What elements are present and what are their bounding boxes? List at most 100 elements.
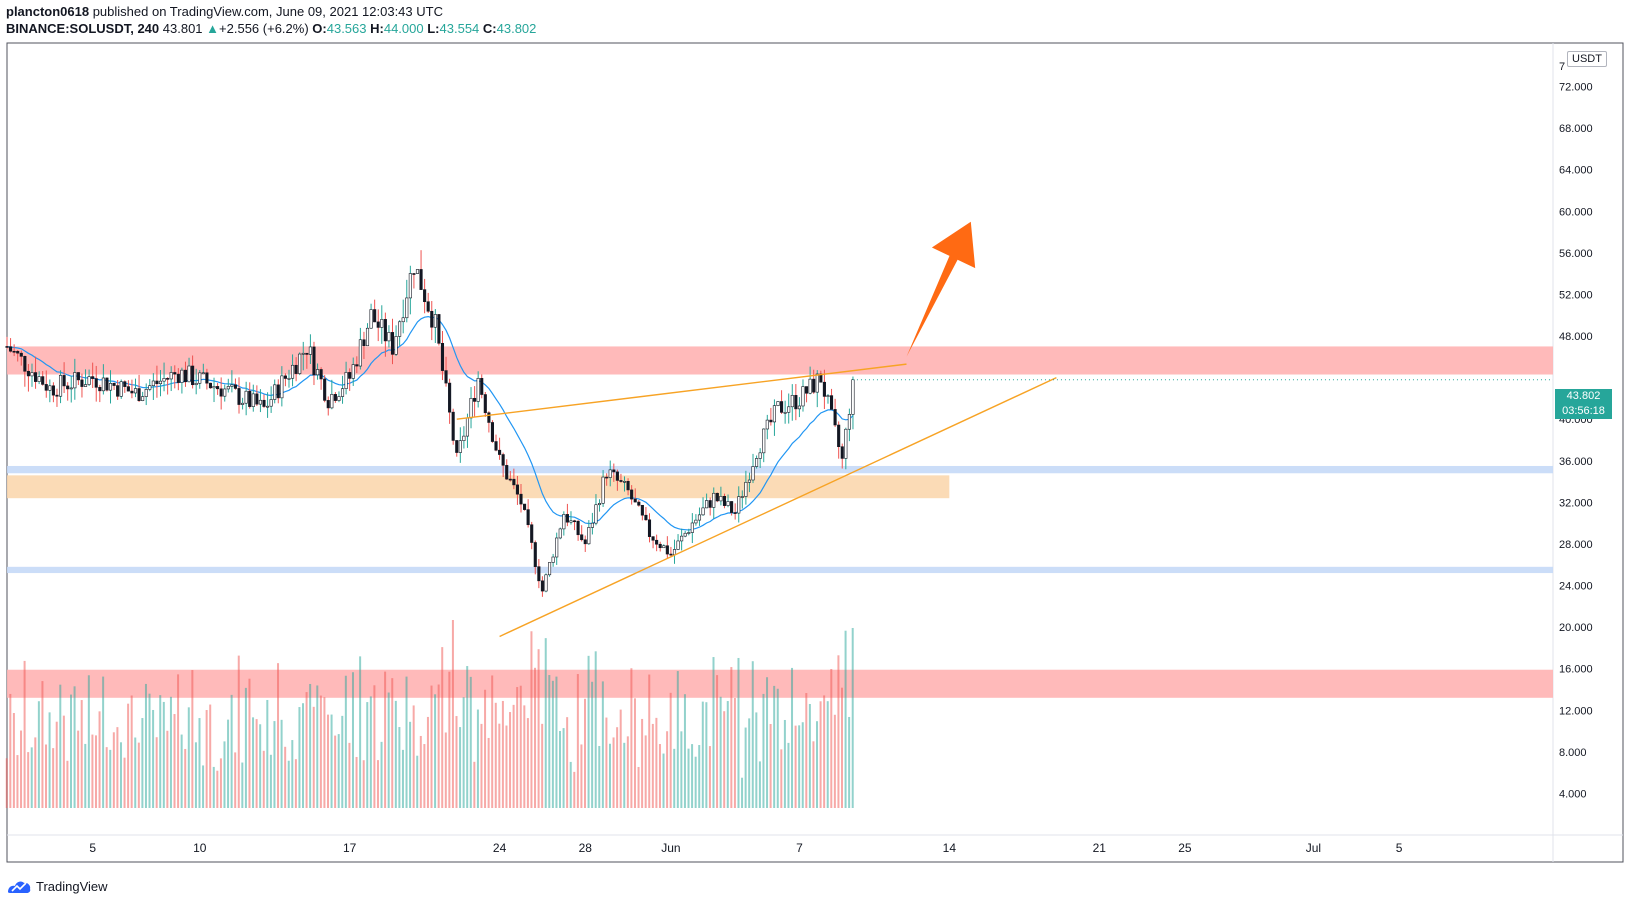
volume-bar (791, 667, 794, 808)
candle-body (726, 501, 730, 506)
candle-body (672, 549, 677, 555)
volume-bar (651, 723, 654, 808)
volume-bar (159, 695, 162, 808)
volume-bar (812, 741, 815, 808)
y-tick-label-11: 24.000 (1559, 581, 1593, 593)
candle-body (41, 376, 45, 385)
volume-bar (202, 765, 205, 808)
volume-bar (373, 685, 376, 808)
candle-body (548, 562, 552, 576)
candle-body (212, 386, 216, 389)
price-change: +2.556 (+6.2%) (219, 21, 309, 36)
candle-body (315, 369, 320, 376)
volume-bar (9, 693, 12, 808)
candle-body (562, 514, 566, 530)
volume-bar (544, 638, 547, 808)
volume-bar (409, 721, 412, 808)
candle-body (797, 405, 801, 410)
volume-bar (426, 716, 429, 808)
candle-body (583, 539, 587, 545)
volume-bar (808, 703, 811, 808)
candle-body (162, 378, 166, 382)
volume-bar (284, 746, 287, 808)
candle-body (108, 383, 113, 391)
candle-body (255, 393, 259, 405)
tradingview-footer[interactable]: TradingView (6, 878, 108, 894)
candle-body (230, 384, 234, 387)
volume-bar (348, 742, 351, 808)
volume-bar (127, 703, 130, 808)
candle-body (387, 332, 391, 342)
volume-bar (501, 700, 504, 808)
volume-bar (605, 717, 608, 808)
volume-bar (601, 681, 604, 808)
volume-bar (116, 727, 119, 808)
candle-body (433, 314, 437, 328)
x-tick-label-11: 5 (1396, 841, 1403, 855)
candle-body (808, 378, 812, 394)
candle-body (258, 399, 262, 405)
x-tick-label-8: 21 (1093, 841, 1107, 855)
candle-body (772, 405, 776, 423)
volume-bar (751, 661, 754, 808)
x-tick-label-9: 25 (1178, 841, 1192, 855)
currency-label[interactable]: USDT (1567, 51, 1607, 67)
candle-body (244, 390, 248, 404)
support-zone-1 (7, 465, 1553, 474)
volume-bar (783, 719, 786, 808)
volume-bar (519, 685, 522, 808)
candle-body (812, 378, 816, 393)
volume-bar (59, 684, 62, 808)
volume-bar (269, 754, 272, 808)
volume-bar (355, 756, 358, 808)
volume-bar (166, 730, 169, 808)
volume-bar (462, 697, 465, 808)
volume-bar (112, 732, 115, 808)
volume-bar (223, 741, 226, 808)
bullish-arrow (906, 221, 976, 357)
candle-body (544, 574, 548, 592)
volume-bar (841, 687, 843, 808)
volume-bar (512, 704, 515, 808)
volume-bar (316, 685, 319, 808)
candle-body (280, 375, 284, 399)
candle-body (48, 385, 52, 391)
candle-body (301, 352, 305, 355)
volume-bar (30, 747, 33, 808)
candle-body (448, 382, 452, 413)
candle-body (669, 553, 673, 556)
y-tick-label-16: 4.000 (1559, 788, 1587, 800)
last-price: 43.801 (162, 21, 203, 36)
candle-body (112, 383, 116, 386)
volume-bar (244, 687, 247, 808)
volume-bar (569, 761, 572, 808)
volume-bar (848, 716, 851, 808)
candle-body (269, 399, 273, 407)
author-name[interactable]: plancton0618 (6, 4, 90, 19)
candle-body (555, 537, 559, 558)
candle-body (751, 466, 755, 481)
volume-bar (676, 671, 679, 808)
volume-bar (648, 674, 651, 808)
low-label: L: (427, 21, 440, 36)
volume-bar (405, 676, 408, 808)
candle-body (498, 449, 502, 455)
volume-bar (805, 693, 808, 808)
volume-bar (359, 656, 362, 808)
candle-body (123, 381, 127, 387)
volume-bar (119, 742, 122, 808)
candle-body (148, 385, 152, 390)
volume-bar (766, 677, 769, 808)
volume-bar (580, 744, 583, 808)
candle-body (837, 424, 841, 447)
candle-body (633, 498, 637, 503)
candle-body (465, 417, 470, 437)
candle-body (237, 388, 241, 405)
trendline-1 (499, 376, 1057, 638)
volume-bar (20, 730, 23, 808)
candle-body (680, 535, 684, 542)
volume-bar (787, 742, 790, 808)
candle-body (462, 435, 466, 441)
candle-body (423, 289, 427, 303)
